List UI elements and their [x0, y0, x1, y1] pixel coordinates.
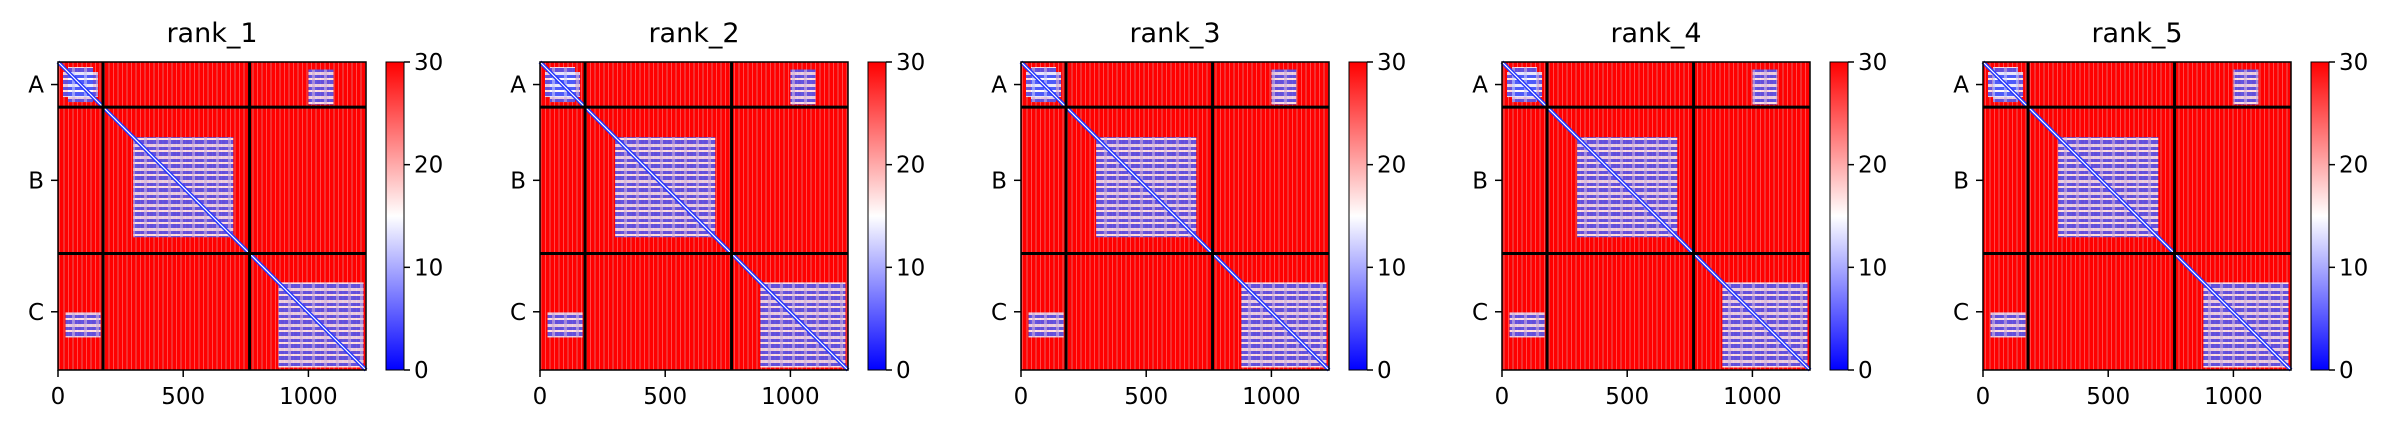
y-tick-label: B: [510, 168, 526, 194]
x-tick-label: 500: [643, 384, 687, 410]
y-tick-label: C: [28, 300, 44, 326]
colorbar-tick-label: 10: [1377, 255, 1406, 281]
x-tick-label: 1000: [279, 384, 338, 410]
heatmap-panel-2: rank_2 0 500 1000 A B C 0 10 20 30: [510, 18, 925, 410]
heatmap-panel-1: rank_1 0 500 1000 A B C 0 10 20 30: [28, 18, 443, 410]
y-tick-label: A: [1472, 73, 1488, 99]
x-tick-label: 0: [1976, 384, 1991, 410]
x-tick-label: 0: [51, 384, 66, 410]
y-tick-label: A: [510, 73, 526, 99]
low-error-block: [2233, 69, 2259, 105]
panel-title: rank_1: [166, 18, 257, 49]
y-tick-label: C: [510, 300, 526, 326]
diagonal-highlight: [1020, 61, 1330, 371]
colorbar-gradient: [1348, 61, 1368, 371]
x-tick-label: 1000: [1242, 384, 1301, 410]
low-error-block: [65, 312, 101, 338]
colorbar-tick-label: 20: [1377, 153, 1406, 179]
x-tick-label: 500: [2086, 384, 2130, 410]
colorbar-tick-label: 0: [414, 358, 429, 384]
colorbar-tick-label: 30: [1858, 50, 1887, 76]
colorbar-tick-label: 30: [2339, 50, 2368, 76]
colorbar: 0 10 20 30: [385, 50, 443, 384]
colorbar-gradient: [1829, 61, 1849, 371]
colorbar-tick-label: 0: [2339, 358, 2354, 384]
x-tick-label: 0: [1014, 384, 1029, 410]
low-error-block: [1990, 312, 2026, 338]
colorbar-tick-label: 30: [1377, 50, 1406, 76]
colorbar-tick-label: 0: [896, 358, 911, 384]
panel-title: rank_3: [1129, 18, 1220, 49]
y-tick-label: A: [1953, 73, 1969, 99]
panel-title: rank_4: [1610, 18, 1701, 49]
axes-frame: [1501, 61, 1811, 371]
colorbar-tick-label: 20: [1858, 153, 1887, 179]
y-tick-label: B: [28, 168, 44, 194]
diagonal-highlight: [1501, 61, 1811, 371]
low-error-block: [1271, 69, 1297, 105]
panel-title: rank_5: [2091, 18, 2182, 49]
y-tick-label: A: [28, 73, 44, 99]
low-error-block: [1752, 69, 1778, 105]
y-tick-label: B: [991, 168, 1007, 194]
x-tick-label: 0: [533, 384, 548, 410]
colorbar-tick-label: 20: [896, 153, 925, 179]
low-error-block: [1028, 312, 1064, 338]
y-tick-label: B: [1953, 168, 1969, 194]
colorbar-gradient: [2310, 61, 2330, 371]
y-tick-label: C: [991, 300, 1007, 326]
colorbar-tick-label: 30: [414, 50, 443, 76]
colorbar: 0 10 20 30: [1829, 50, 1887, 384]
heatmap-panel-3: rank_3 0 500 1000 A B C 0 10 20 30: [991, 18, 1406, 410]
low-error-block: [308, 69, 334, 105]
low-error-block: [1509, 312, 1545, 338]
x-tick-label: 1000: [1723, 384, 1782, 410]
colorbar: 0 10 20 30: [867, 50, 925, 384]
x-tick-label: 500: [1124, 384, 1168, 410]
colorbar-tick-label: 10: [2339, 255, 2368, 281]
colorbar-tick-label: 20: [2339, 153, 2368, 179]
axes-frame: [1020, 61, 1330, 371]
y-tick-label: B: [1472, 168, 1488, 194]
diagonal-highlight: [539, 61, 849, 371]
heatmap-panel-5: rank_5 0 500 1000 A B C 0 10 20 30: [1953, 18, 2368, 410]
y-tick-label: C: [1472, 300, 1488, 326]
colorbar-tick-label: 20: [414, 153, 443, 179]
diagonal-highlight: [1982, 61, 2292, 371]
axes-frame: [1982, 61, 2292, 371]
diagonal-highlight: [57, 61, 367, 371]
colorbar-tick-label: 10: [414, 255, 443, 281]
colorbar-tick-label: 0: [1377, 358, 1392, 384]
low-error-block: [547, 312, 583, 338]
colorbar-tick-label: 30: [896, 50, 925, 76]
heatmap-panel-4: rank_4 0 500 1000 A B C 0 10 20 30: [1472, 18, 1887, 410]
x-tick-label: 1000: [761, 384, 820, 410]
x-tick-label: 500: [1605, 384, 1649, 410]
colorbar-tick-label: 10: [1858, 255, 1887, 281]
x-tick-label: 1000: [2204, 384, 2263, 410]
colorbar-tick-label: 10: [896, 255, 925, 281]
low-error-block: [790, 69, 816, 105]
colorbar: 0 10 20 30: [1348, 50, 1406, 384]
colorbar-gradient: [385, 61, 405, 371]
axes-frame: [539, 61, 849, 371]
x-tick-label: 0: [1495, 384, 1510, 410]
y-tick-label: A: [991, 73, 1007, 99]
colorbar: 0 10 20 30: [2310, 50, 2368, 384]
axes-frame: [57, 61, 367, 371]
panel-title: rank_2: [648, 18, 739, 49]
x-tick-label: 500: [161, 384, 205, 410]
colorbar-tick-label: 0: [1858, 358, 1873, 384]
colorbar-gradient: [867, 61, 887, 371]
y-tick-label: C: [1953, 300, 1969, 326]
